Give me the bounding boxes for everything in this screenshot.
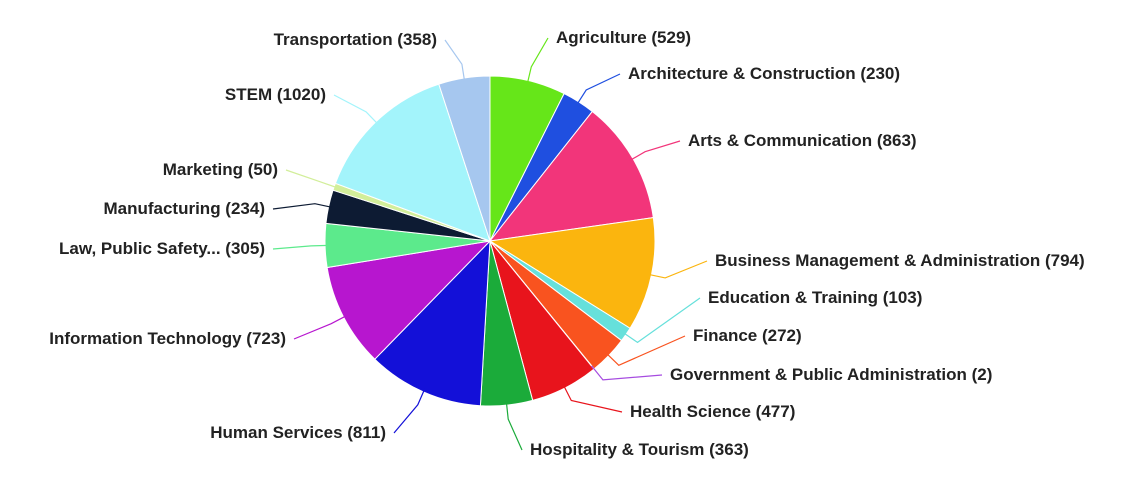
- slice-label-finance: Finance (272): [693, 326, 802, 345]
- slice-label-government-public-administration: Government & Public Administration (2): [670, 365, 992, 384]
- leader-line-arts-communication: [629, 140, 681, 162]
- slice-label-arts-communication: Arts & Communication (863): [688, 131, 917, 150]
- leader-line-finance: [605, 335, 686, 367]
- leader-line-information-technology: [293, 314, 348, 340]
- slice-label-human-services: Human Services (811): [210, 423, 386, 442]
- leader-line-government-public-administration: [591, 365, 663, 381]
- slice-label-business-management-administration: Business Management & Administration (79…: [715, 251, 1085, 270]
- leader-line-manufacturing: [272, 203, 333, 210]
- leader-line-law-public-safety: [272, 244, 330, 250]
- leader-line-education-training: [622, 297, 701, 344]
- pie-slices: [324, 75, 656, 407]
- leader-line-hospitality-tourism: [505, 401, 523, 451]
- leader-line-transportation: [444, 39, 466, 83]
- slice-label-architecture-construction: Architecture & Construction (230): [628, 64, 900, 83]
- slice-label-manufacturing: Manufacturing (234): [103, 199, 265, 218]
- leader-line-architecture-construction: [575, 73, 621, 106]
- leader-line-business-management-administration: [647, 260, 708, 279]
- slice-label-marketing: Marketing (50): [163, 160, 278, 179]
- leader-line-stem: [333, 94, 380, 126]
- leader-line-marketing: [285, 169, 339, 189]
- slice-label-stem: STEM (1020): [225, 85, 326, 104]
- slice-label-transportation: Transportation (358): [274, 30, 437, 49]
- leader-line-agriculture: [526, 37, 549, 85]
- slice-label-hospitality-tourism: Hospitality & Tourism (363): [530, 440, 749, 459]
- slice-label-agriculture: Agriculture (529): [556, 28, 691, 47]
- slice-label-information-technology: Information Technology (723): [49, 329, 286, 348]
- slice-label-education-training: Education & Training (103): [708, 288, 922, 307]
- leader-line-health-science: [562, 384, 623, 413]
- slice-label-health-science: Health Science (477): [630, 402, 795, 421]
- slice-labels: Agriculture (529) Architecture & Construc…: [49, 28, 1084, 459]
- slice-label-law-public-safety: Law, Public Safety... (305): [59, 239, 265, 258]
- leader-lines: [272, 37, 708, 451]
- leader-line-human-services: [393, 388, 426, 434]
